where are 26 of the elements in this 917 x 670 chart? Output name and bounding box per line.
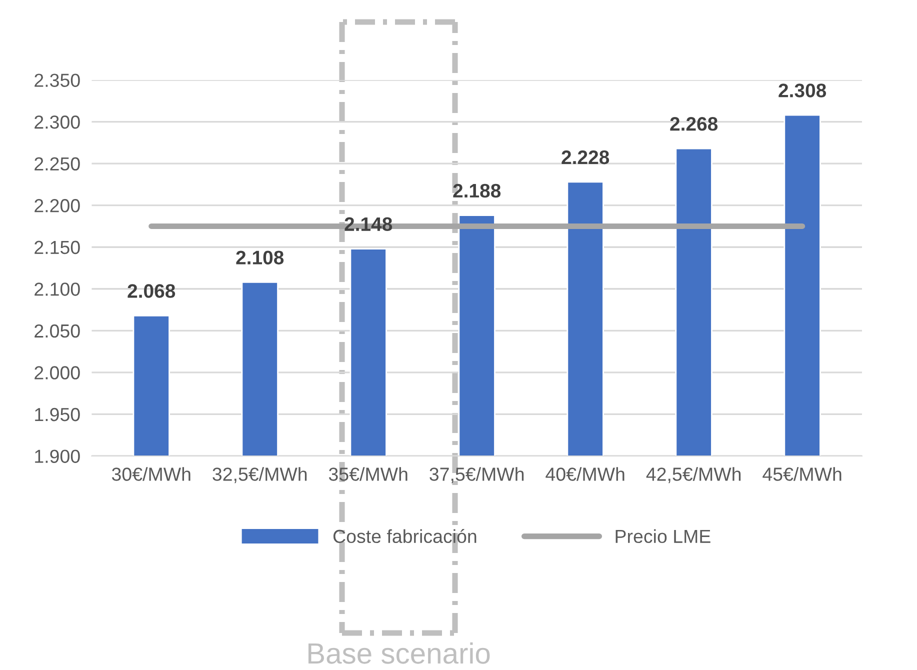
data-label: 2.308 <box>778 84 826 98</box>
y-tick-label: 2.200 <box>34 199 80 212</box>
x-tick-label: 37,5€/MWh <box>430 467 524 484</box>
y-tick-label: 1.900 <box>35 450 80 463</box>
x-tick-label: 40€/MWh <box>546 467 624 481</box>
y-tick-label: 2.050 <box>34 324 80 338</box>
y-tick-label: 1.950 <box>35 408 80 422</box>
x-tick-label: 30€/MWh <box>112 467 190 481</box>
y-tick-label: 2.000 <box>34 366 80 380</box>
data-label: 2.108 <box>236 250 284 264</box>
text: Base scenario <box>308 642 490 664</box>
x-tick-label: 45€/MWh <box>762 467 842 481</box>
x-tick-label: 42,5€/MWh <box>646 467 741 484</box>
y-tick-label: 2.150 <box>34 240 80 254</box>
data-label: 2.188 <box>453 184 501 198</box>
x-tick-label: 35€/MWh <box>328 467 408 481</box>
data-label: 2.228 <box>562 150 610 164</box>
y-tick-label: 2.100 <box>34 282 80 296</box>
legend-label: Precio LME <box>616 529 710 544</box>
x-tick-label: 32,5€/MWh <box>212 467 307 484</box>
data-label: 2.068 <box>128 284 176 298</box>
y-tick-label: 2.350 <box>34 74 80 87</box>
y-tick-label: 2.300 <box>34 115 80 129</box>
y-tick-label: 2.250 <box>34 157 80 171</box>
data-label: 2.268 <box>670 117 718 131</box>
legend-label: Coste fabricación <box>333 529 476 544</box>
